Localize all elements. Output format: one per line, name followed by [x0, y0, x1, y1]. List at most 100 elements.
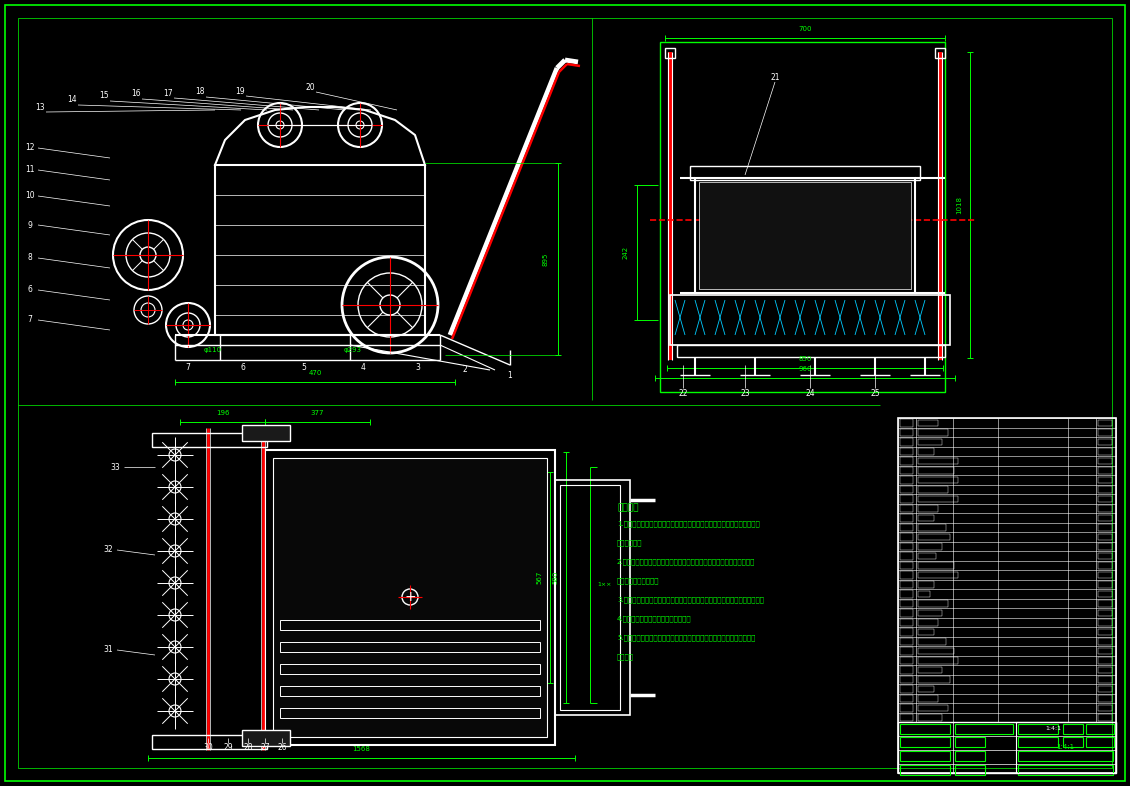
Text: 18: 18	[195, 87, 205, 97]
Bar	[242, 730, 290, 746]
Text: 7: 7	[185, 363, 191, 373]
Text: 缺陷，整机防锈涂之。: 缺陷，整机防锈涂之。	[617, 577, 660, 584]
Bar	[899, 581, 913, 588]
Bar	[660, 42, 945, 392]
Text: 1××: 1××	[597, 582, 611, 587]
Text: 30: 30	[203, 744, 212, 752]
Text: 567: 567	[536, 571, 542, 584]
Bar	[1098, 600, 1112, 607]
Bar	[266, 450, 555, 745]
Bar	[280, 620, 540, 630]
Text: φ110: φ110	[203, 347, 223, 353]
Bar	[898, 418, 1116, 773]
Bar	[153, 735, 267, 749]
Text: 2: 2	[462, 365, 468, 374]
Text: 22: 22	[678, 388, 688, 398]
Text: 29: 29	[224, 744, 233, 752]
Bar	[918, 534, 950, 540]
Bar	[899, 467, 913, 474]
Text: 总日和。: 总日和。	[617, 653, 634, 659]
Bar	[918, 524, 946, 531]
Bar	[664, 48, 675, 58]
Bar	[918, 495, 958, 502]
Bar	[918, 467, 954, 473]
Bar	[1098, 619, 1112, 626]
Bar	[1098, 704, 1112, 711]
Bar	[899, 600, 913, 607]
Bar	[918, 590, 930, 597]
Bar	[918, 486, 948, 493]
Bar	[555, 480, 631, 715]
Text: 4.本机力争不对号不互换，轻装轻放。: 4.本机力争不对号不互换，轻装轻放。	[617, 615, 692, 622]
Bar	[899, 647, 913, 655]
Text: 960: 960	[798, 366, 811, 372]
Text: 3.安装前仔细阅读：检查各种配合尺寸，执行对超差的零件不得用强行装配，: 3.安装前仔细阅读：检查各种配合尺寸，执行对超差的零件不得用强行装配，	[617, 596, 764, 603]
Bar	[955, 765, 985, 775]
Bar	[1016, 722, 1116, 773]
Bar	[918, 439, 942, 445]
Bar	[899, 486, 913, 493]
Text: 1018: 1018	[956, 196, 962, 214]
Bar	[1098, 515, 1112, 521]
Text: +: +	[405, 590, 416, 604]
Bar	[1018, 724, 1058, 734]
Bar	[1018, 765, 1113, 775]
Bar	[899, 438, 913, 446]
Text: 14: 14	[67, 96, 77, 105]
Bar	[1098, 534, 1112, 540]
Bar	[899, 628, 913, 636]
Bar	[918, 581, 935, 587]
Bar	[899, 552, 913, 560]
Bar	[899, 457, 913, 465]
Text: 11: 11	[25, 166, 35, 174]
Bar	[899, 514, 913, 521]
Text: 21: 21	[771, 72, 780, 82]
Bar	[1098, 714, 1112, 721]
Bar	[677, 345, 945, 357]
Bar	[918, 714, 942, 721]
Bar	[1098, 448, 1112, 454]
Bar	[918, 505, 938, 512]
Bar	[1098, 590, 1112, 597]
Text: 2.整机组装完毕的毛块件，不得有毛刺、飞边、凹凸、划伤、锈蚀、明显: 2.整机组装完毕的毛块件，不得有毛刺、飞边、凹凸、划伤、锈蚀、明显	[617, 558, 755, 564]
Text: 28: 28	[243, 744, 253, 752]
Bar	[1098, 505, 1112, 512]
Bar	[273, 458, 547, 737]
Bar	[1098, 657, 1112, 663]
Text: 32: 32	[103, 545, 113, 554]
Bar	[1098, 429, 1112, 435]
Text: 4: 4	[360, 363, 365, 373]
Text: φ293: φ293	[344, 347, 362, 353]
Text: 26: 26	[277, 744, 287, 752]
Bar	[955, 737, 985, 747]
Text: 16: 16	[131, 90, 141, 98]
Bar	[918, 553, 936, 559]
Bar	[670, 295, 950, 345]
Bar	[899, 571, 913, 578]
Bar	[560, 485, 620, 710]
Bar	[918, 543, 942, 549]
Text: 1:4:1: 1:4:1	[1045, 726, 1061, 732]
Bar	[1098, 524, 1112, 531]
Bar	[699, 182, 911, 289]
Bar	[1098, 638, 1112, 645]
Bar	[280, 642, 540, 652]
Bar	[899, 724, 950, 734]
Bar	[918, 667, 942, 673]
Bar	[1098, 629, 1112, 635]
Text: 23: 23	[740, 388, 750, 398]
Text: 13: 13	[35, 102, 45, 112]
Bar	[899, 704, 913, 711]
Bar	[918, 420, 938, 426]
Bar	[899, 714, 913, 721]
Bar	[918, 704, 948, 711]
Text: 8: 8	[27, 254, 33, 263]
Bar	[899, 656, 913, 664]
Bar	[918, 657, 958, 663]
Bar	[695, 178, 915, 293]
Bar	[280, 664, 540, 674]
Text: 27: 27	[260, 744, 270, 752]
Text: 15: 15	[99, 91, 108, 101]
Bar	[1098, 581, 1112, 587]
Bar	[918, 638, 946, 645]
